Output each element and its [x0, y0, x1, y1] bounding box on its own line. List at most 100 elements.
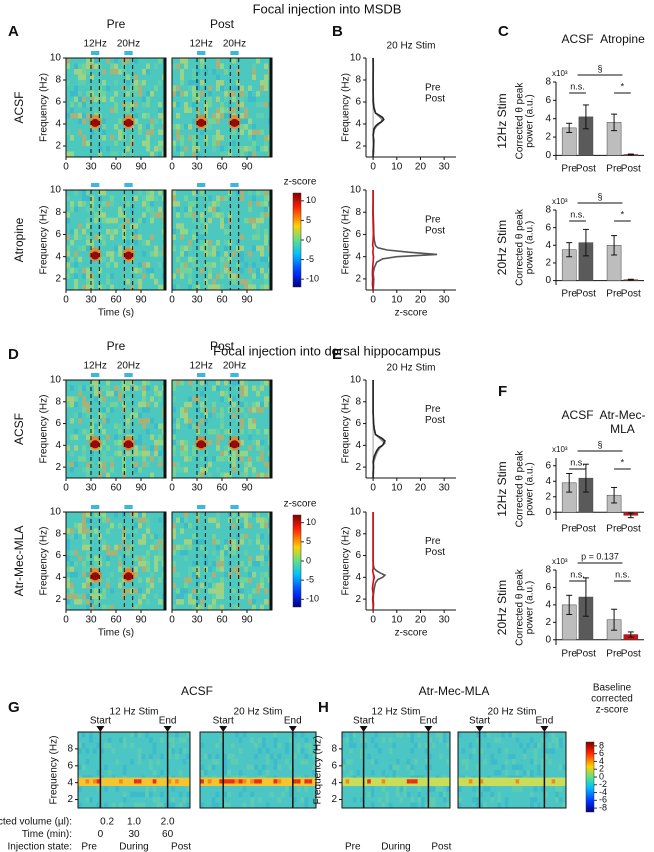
heatmap-cell [142, 423, 146, 429]
heatmap-cell [228, 151, 232, 157]
heatmap-cell [126, 396, 130, 402]
heatmap-cell [192, 588, 196, 594]
heatmap-cell [158, 58, 162, 64]
heatmap-cell [70, 228, 74, 235]
heatmap-cell [200, 582, 204, 589]
heatmap-cell [216, 63, 220, 69]
heatmap-cell [180, 467, 184, 473]
heatmap-cell [66, 582, 70, 589]
heatmap-cell [74, 228, 78, 235]
heatmap-cell [228, 396, 232, 402]
y-axis-label: Corrected θ peak [515, 568, 526, 646]
heatmap-cell [526, 770, 530, 776]
heatmap-cell [102, 396, 106, 402]
heatmap-cell [260, 533, 264, 540]
y-tick-label: 2 [55, 274, 61, 285]
heatmap-cell [78, 96, 82, 102]
theta-cell [227, 779, 231, 784]
theta-cell [551, 779, 556, 784]
heatmap-cell [204, 407, 208, 413]
heatmap-cell [98, 206, 102, 213]
heatmap-cell [533, 786, 538, 792]
heatmap-cell [130, 539, 134, 545]
heatmap-cell [236, 146, 240, 152]
heatmap-cell [406, 791, 411, 798]
y-axis-label: Frequency (Hz) [341, 527, 352, 596]
heatmap-cell [146, 146, 150, 152]
heatmap-cell [78, 69, 82, 75]
heatmap-cell [130, 223, 134, 229]
heatmap-cell [472, 786, 476, 792]
heatmap-cell [515, 764, 520, 770]
heatmap-cell [154, 245, 158, 252]
heatmap-cell [172, 604, 176, 610]
heatmap-cell [126, 278, 130, 285]
heatmap-cell [212, 284, 216, 290]
stim-bar [91, 373, 100, 377]
heatmap-cell [260, 472, 264, 478]
heatmap-cell [110, 550, 114, 556]
heatmap-cell [220, 267, 224, 274]
heatmap-cell [200, 390, 204, 397]
heatmap-cell [250, 764, 255, 770]
heatmap-cell [89, 737, 93, 743]
heatmap-cell [180, 412, 184, 419]
heatmap-cell [167, 748, 172, 754]
heatmap-cell [248, 267, 252, 274]
heatmap-cell [102, 407, 106, 413]
heatmap-cell [158, 544, 162, 551]
heatmap-cell [244, 113, 248, 119]
heatmap-cell [78, 528, 82, 534]
heatmap-cell [227, 753, 231, 760]
heatmap-cell [78, 412, 82, 419]
heatmap-cell [212, 113, 216, 119]
heatmap-cell [264, 588, 268, 594]
heatmap-cell [110, 217, 114, 224]
heatmap-cell [176, 467, 180, 473]
marker-arrow [540, 726, 549, 732]
heatmap-cell [138, 85, 142, 91]
heatmap-cell [184, 107, 188, 113]
heatmap-cell [220, 107, 224, 113]
heatmap-cell [196, 234, 200, 240]
heatmap-cell [256, 385, 260, 391]
heatmap-cell [240, 85, 244, 91]
heatmap-cell [220, 555, 224, 561]
heatmap-cell [212, 407, 216, 413]
heatmap-cell [200, 245, 204, 252]
heatmap-cell [150, 217, 154, 224]
heatmap-cell [146, 129, 150, 135]
heatmap-cell [70, 91, 74, 97]
stim-bar [197, 51, 206, 55]
colorbar-tick-label: -5 [306, 254, 314, 264]
heatmap-cell [138, 284, 142, 290]
x-tick-label: Pre [561, 649, 577, 660]
heatmap-cell [82, 245, 86, 252]
heatmap-cell [134, 278, 138, 285]
heatmap-cell [192, 74, 196, 80]
heatmap-cell [212, 146, 216, 152]
heatmap-cell [254, 753, 258, 760]
heatmap-cell [240, 245, 244, 252]
heatmap-cell [134, 512, 138, 518]
stim-label: 12Hz [83, 39, 106, 50]
heatmap-cell [82, 467, 86, 473]
heatmap-cell [70, 206, 74, 213]
stim-bar [91, 51, 100, 55]
heatmap-cell [188, 418, 192, 424]
heatmap-cell [126, 450, 130, 457]
heatmap-cell [158, 539, 162, 545]
heatmap-cell [126, 528, 130, 534]
heatmap-cell [540, 737, 545, 743]
heatmap-cell [308, 748, 313, 754]
heatmap-frame [199, 731, 317, 809]
heatmap-cell [204, 223, 208, 229]
heatmap-cell [130, 267, 134, 274]
heatmap-cell [530, 759, 534, 765]
heatmap-cell [200, 228, 204, 235]
heatmap-cell [208, 412, 212, 419]
heatmap-cell [264, 522, 268, 529]
heatmap-cell [252, 401, 256, 408]
heatmap-cell [548, 759, 552, 765]
heatmap-cell [352, 797, 357, 803]
